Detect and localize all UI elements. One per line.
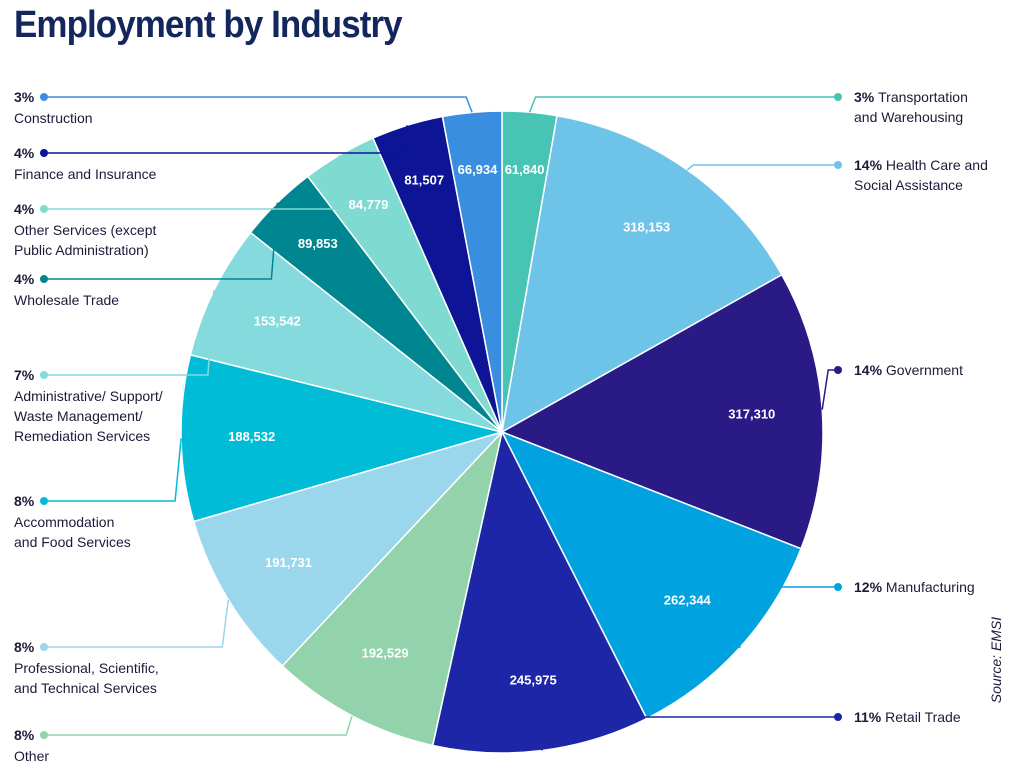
- category-label-professional-scientific-and-technical-services: Professional, Scientific, and Technical S…: [14, 660, 159, 696]
- leader-dot-retail-trade: [834, 713, 842, 721]
- percent-label-health-care-and-social-assistance: 14%: [854, 157, 886, 173]
- category-name-line: Finance and Insurance: [14, 166, 157, 182]
- percent-label-wholesale-trade: 4%: [14, 271, 35, 287]
- percent-label-government: 14%: [854, 362, 886, 378]
- chart-title: Employment by Industry: [14, 4, 403, 46]
- leader-line-administrative-support-waste-management-remediation-services: [44, 290, 215, 376]
- leader-line-accommodation-and-food-services: [44, 438, 182, 502]
- category-name-line: Accommodation: [14, 514, 114, 530]
- leader-line-manufacturing: [738, 586, 838, 648]
- value-label-other: 192,529: [362, 645, 409, 660]
- value-label-accommodation-and-food-services: 188,532: [228, 429, 275, 444]
- category-label-construction: Construction: [14, 110, 93, 126]
- category-label-government: 14% Government: [854, 362, 963, 378]
- category-label-accommodation-and-food-services: Accommodation and Food Services: [14, 514, 131, 550]
- value-label-health-care-and-social-assistance: 318,153: [623, 220, 670, 235]
- value-label-administrative-support-waste-management-remediation-services: 153,542: [254, 314, 301, 329]
- leader-line-professional-scientific-and-technical-services: [44, 599, 230, 648]
- category-label-administrative-support-waste-management-remediation-services: Administrative/ Support/Waste Management…: [14, 388, 163, 444]
- leader-line-government: [821, 369, 838, 410]
- value-label-retail-trade: 245,975: [510, 672, 557, 687]
- value-labels: 61,840 318,153 317,310 262,344 245,975 192,52…: [228, 162, 775, 688]
- category-name-line: Construction: [14, 110, 93, 126]
- category-name-line: and Food Services: [14, 534, 131, 550]
- percent-label-retail-trade: 11%: [854, 709, 885, 725]
- category-label-transportation-and-warehousing: 3% Transportation and Warehousing: [854, 89, 968, 125]
- leader-dot-accommodation-and-food-services: [40, 497, 48, 505]
- percent-label-other: 8%: [14, 727, 35, 743]
- value-label-manufacturing: 262,344: [664, 592, 712, 607]
- leader-dot-wholesale-trade: [40, 275, 48, 283]
- category-name-line: Waste Management/: [14, 408, 143, 424]
- leader-line-transportation-and-warehousing: [528, 96, 838, 113]
- percent-label-accommodation-and-food-services: 8%: [14, 493, 35, 509]
- percent-label-other-services-except-public-administration: 4%: [14, 201, 35, 217]
- leader-dot-manufacturing: [834, 583, 842, 591]
- leader-dot-other-services-except-public-administration: [40, 205, 48, 213]
- category-label-health-care-and-social-assistance: 14% Health Care and Social Assistance: [854, 157, 988, 193]
- category-label-wholesale-trade: Wholesale Trade: [14, 292, 119, 308]
- category-label-manufacturing: 12% Manufacturing: [854, 579, 975, 595]
- leader-lines: [40, 93, 842, 751]
- category-label-other-services-except-public-administration: Other Services (except Public Administrat…: [14, 222, 156, 258]
- leader-line-retail-trade: [541, 716, 838, 751]
- leader-line-other: [44, 715, 353, 736]
- value-label-construction: 66,934: [458, 162, 499, 177]
- leader-dot-construction: [40, 93, 48, 101]
- value-label-other-services-except-public-administration: 84,779: [349, 197, 389, 212]
- leader-line-wholesale-trade: [44, 202, 279, 280]
- pie-slice-construction: [441, 110, 503, 433]
- category-labels: 3% Transportation and Warehousing 14% Heal…: [14, 89, 988, 764]
- leader-dot-professional-scientific-and-technical-services: [40, 643, 48, 651]
- leader-dot-government: [834, 366, 842, 374]
- value-label-transportation-and-warehousing: 61,840: [505, 162, 545, 177]
- category-name-line: Social Assistance: [854, 177, 963, 193]
- category-name-line: Government: [886, 362, 963, 378]
- category-name-line: Wholesale Trade: [14, 292, 119, 308]
- category-name-line: Administrative/ Support/: [14, 388, 163, 404]
- percent-label-finance-and-insurance: 4%: [14, 145, 35, 161]
- category-name-line: Remediation Services: [14, 428, 150, 444]
- value-label-finance-and-insurance: 81,507: [404, 173, 444, 188]
- category-name-line: Other: [14, 748, 49, 764]
- category-label-other: Other: [14, 748, 49, 764]
- pie-slice-other: [281, 429, 504, 747]
- leader-line-health-care-and-social-assistance: [686, 164, 838, 171]
- leader-dot-health-care-and-social-assistance: [834, 161, 842, 169]
- category-name-line: Public Administration): [14, 242, 149, 258]
- category-label-finance-and-insurance: Finance and Insurance: [14, 166, 157, 182]
- leader-line-finance-and-insurance: [44, 125, 408, 154]
- percent-label-administrative-support-waste-management-remediation-services: 7%: [14, 367, 35, 383]
- leader-line-other-services-except-public-administration: [44, 155, 341, 210]
- category-name-line: Other Services (except: [14, 222, 156, 238]
- source-note: Source: EMSI: [988, 616, 1004, 704]
- pie-slices: [180, 110, 824, 754]
- percent-label-professional-scientific-and-technical-services: 8%: [14, 639, 35, 655]
- category-name-line: Health Care and: [886, 157, 988, 173]
- percent-label-transportation-and-warehousing: 3%: [854, 89, 878, 105]
- leader-dot-finance-and-insurance: [40, 149, 48, 157]
- pie-slice-professional-scientific-and-technical-services: [192, 430, 505, 668]
- category-name-line: Professional, Scientific,: [14, 660, 159, 676]
- value-label-government: 317,310: [728, 407, 775, 422]
- leader-dot-administrative-support-waste-management-remediation-services: [40, 371, 48, 379]
- category-name-line: and Warehousing: [854, 109, 963, 125]
- percent-label-manufacturing: 12%: [854, 579, 886, 595]
- category-name-line: Manufacturing: [886, 579, 975, 595]
- leader-line-construction: [44, 96, 473, 113]
- leader-dot-other: [40, 731, 48, 739]
- category-name-line: Transportation: [878, 89, 968, 105]
- value-label-wholesale-trade: 89,853: [298, 236, 338, 251]
- pie-slice-accommodation-and-food-services: [180, 353, 505, 523]
- percent-label-construction: 3%: [14, 89, 35, 105]
- category-label-retail-trade: 11% Retail Trade: [854, 709, 961, 725]
- leader-dot-transportation-and-warehousing: [834, 93, 842, 101]
- category-name-line: Retail Trade: [885, 709, 961, 725]
- category-name-line: and Technical Services: [14, 680, 157, 696]
- value-label-professional-scientific-and-technical-services: 191,731: [265, 555, 312, 570]
